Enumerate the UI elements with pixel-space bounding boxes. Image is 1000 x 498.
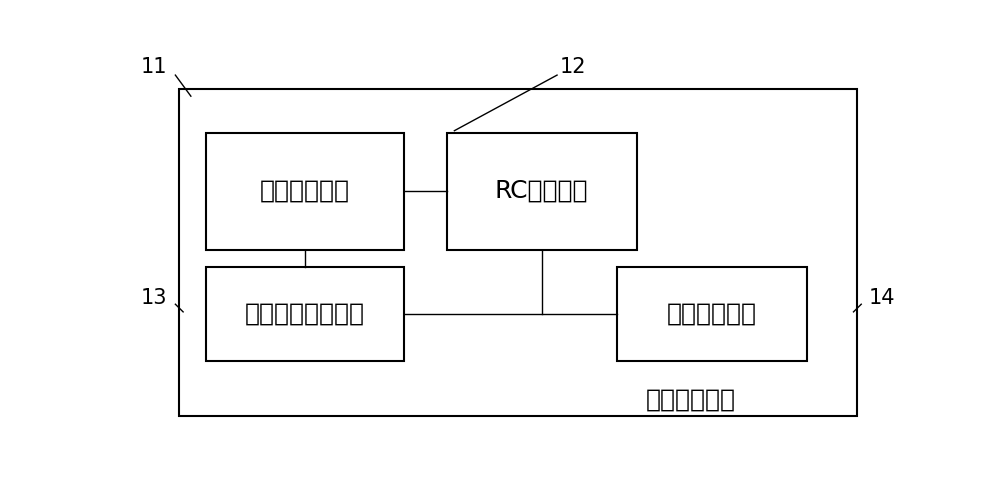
Text: 压频转换电路: 压频转换电路 <box>260 179 350 203</box>
Text: 第一峰值采样电路: 第一峰值采样电路 <box>245 302 365 326</box>
Bar <box>206 132 404 249</box>
Text: 报警触发模块: 报警触发模块 <box>667 302 757 326</box>
Bar <box>447 132 637 249</box>
Bar <box>206 267 404 361</box>
Text: 12: 12 <box>559 57 586 77</box>
Text: 13: 13 <box>141 288 168 308</box>
Bar <box>179 89 857 416</box>
Text: 14: 14 <box>869 288 896 308</box>
Text: 绝缘监测电路: 绝缘监测电路 <box>646 387 736 411</box>
Text: 11: 11 <box>141 57 168 77</box>
Text: RC串联电路: RC串联电路 <box>495 179 588 203</box>
Bar <box>617 267 807 361</box>
